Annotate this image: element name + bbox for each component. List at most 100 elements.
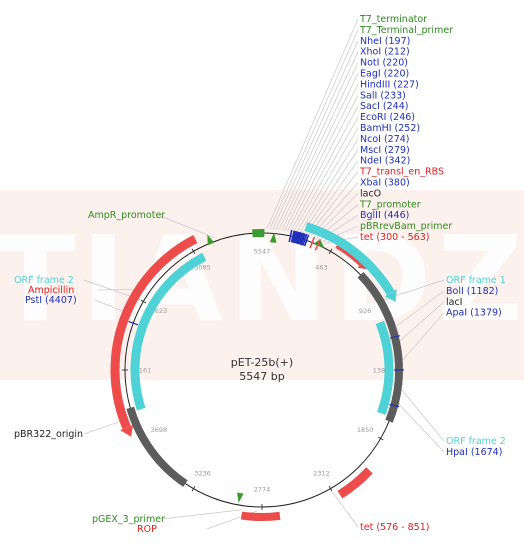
- feature-label: SalI (233): [360, 90, 406, 101]
- pbr322-origin-arc: [126, 406, 188, 487]
- leader-line: [402, 312, 445, 361]
- orf-frame-2-arc: [375, 320, 394, 415]
- feature-label: pGEX_3_primer: [92, 514, 165, 525]
- leader-line: [304, 160, 359, 236]
- tick-label: 1850: [357, 426, 374, 434]
- leader-line: [399, 301, 445, 341]
- tick-label: 926: [359, 307, 371, 315]
- tick-label: 463: [315, 263, 327, 271]
- rop-arc: [240, 511, 281, 522]
- tick-mark: [328, 485, 333, 492]
- ampicillin-arc: [110, 234, 198, 430]
- tick-label: 3236: [194, 470, 211, 478]
- leader-line: [278, 62, 359, 231]
- feature-label: NcoI (274): [360, 134, 410, 145]
- tick-label: 4161: [135, 367, 152, 375]
- feature-label: ORF frame 2: [14, 275, 74, 286]
- features: [110, 222, 403, 522]
- orf-frame-1-arrow: [384, 289, 397, 302]
- leader-line: [272, 40, 359, 230]
- position-ticks: 5547 463 926 1388 1850 2312 2774 3236 3698 4161 46…: [122, 230, 402, 510]
- tick-label: 5085: [194, 263, 211, 271]
- feature-label: PstI (4407): [25, 295, 77, 306]
- tick-label: 2774: [254, 486, 271, 494]
- site-marker-red: [309, 236, 316, 249]
- feature-label: T7_Terminal_primer: [359, 25, 453, 36]
- leader-line: [292, 116, 359, 233]
- feature-label: MscI (279): [360, 145, 410, 156]
- feature-label: NotI (220): [360, 58, 408, 69]
- pgex-3-primer-marker: [237, 492, 244, 503]
- leader-line: [395, 290, 445, 327]
- feature-label: T7_transl_en_RBS: [359, 167, 444, 178]
- tick-label: 4623: [151, 307, 168, 315]
- t7-promoter-marker: [269, 232, 277, 243]
- tick-label: 2312: [313, 470, 330, 478]
- labels-bottom-right: tet (576 - 851): [360, 522, 429, 533]
- site-marker: [292, 230, 297, 243]
- leader-line: [269, 29, 359, 230]
- site-marker: [298, 232, 304, 245]
- tick-mark: [328, 248, 333, 255]
- site-marker: [303, 234, 310, 247]
- feature-label: ORF frame 2: [446, 436, 506, 447]
- feature-label: ApaI (1379): [446, 308, 502, 319]
- leader-line: [284, 84, 359, 231]
- tick-label: 1388: [373, 367, 390, 375]
- site-marker: [294, 231, 300, 244]
- orf-frame-1-arc: [304, 222, 395, 296]
- site-marker: [290, 230, 295, 243]
- feature-label: XbaI (380): [360, 178, 410, 189]
- feature-label: T7_terminator: [359, 14, 427, 25]
- feature-label: EagI (220): [360, 69, 409, 80]
- feature-label: tet (576 - 851): [360, 522, 429, 533]
- feature-label: lacI: [446, 297, 463, 308]
- feature-label: BamHI (252): [360, 123, 420, 134]
- tick-mark: [191, 485, 196, 492]
- leader-line: [301, 149, 359, 235]
- ampr-promoter-marker: [207, 234, 215, 246]
- leader-line: [157, 214, 214, 238]
- feature-label: AmpR_promoter: [88, 210, 165, 221]
- feature-label: ROP: [137, 524, 157, 535]
- tick-mark: [140, 299, 147, 304]
- feature-label: EcoRI (246): [360, 112, 415, 123]
- feature-label: BglII (446): [360, 210, 409, 221]
- leader-line: [275, 51, 359, 230]
- tick-mark: [191, 248, 196, 255]
- leader-line: [290, 106, 359, 233]
- feature-label: BolI (1182): [446, 286, 498, 297]
- site-marker: [295, 231, 301, 244]
- leader-line: [298, 138, 359, 235]
- feature-label: lacO: [360, 188, 381, 199]
- feature-label: NheI (197): [360, 36, 410, 47]
- tick-label: 3698: [151, 426, 168, 434]
- site-marker: [299, 233, 305, 245]
- leader-line: [161, 509, 243, 520]
- feature-label: Ampicillin: [28, 285, 74, 296]
- site-marker: [389, 403, 400, 408]
- tick-label: 5547: [254, 248, 271, 256]
- feature-label: ORF frame 1: [446, 275, 506, 286]
- tick-mark: [377, 436, 384, 441]
- leader-line: [281, 73, 359, 231]
- plasmid-name: pET-25b(+): [231, 356, 293, 369]
- feature-label: pBR322_origin: [14, 429, 83, 440]
- leader-line: [287, 95, 359, 232]
- restriction-sites: [128, 229, 404, 408]
- tet-arc-2: [337, 467, 373, 499]
- feature-label: tet (300 - 563): [360, 232, 429, 243]
- leader-line: [401, 389, 445, 442]
- site-marker-red: [314, 239, 321, 251]
- leader-line: [295, 127, 359, 234]
- plasmid-size: 5547 bp: [239, 370, 284, 383]
- site-marker: [296, 232, 302, 245]
- site-marker: [389, 335, 400, 339]
- feature-label: HpaI (1674): [446, 447, 502, 458]
- site-marker: [302, 233, 308, 246]
- feature-label: NdeI (342): [360, 156, 410, 167]
